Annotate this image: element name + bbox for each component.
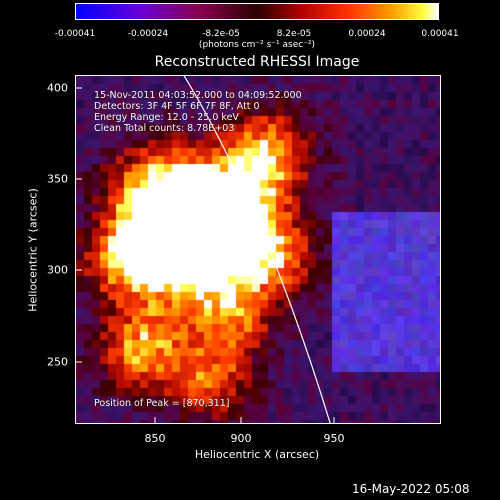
colorbar-tick-label: -8.2e-05	[202, 29, 240, 39]
colorbar-tick-label: 8.2e-05	[276, 29, 312, 39]
y-tick-label: 300	[47, 263, 68, 277]
peak-position-text: Position of Peak = [870,311]	[94, 398, 230, 409]
observation-time-text: 15-Nov-2011 04:03:52.000 to 04:09:52.000	[94, 90, 302, 101]
clean-total-counts-text: Clean Total counts: 8.78E+03	[94, 123, 235, 134]
colorbar-unit-label: (photons cm⁻² s⁻¹ asec⁻²)	[198, 40, 316, 50]
x-tick-label: 850	[144, 432, 166, 445]
colorbar-tick-label: -0.00041	[54, 29, 96, 39]
colorbar-tick-label: 0.00024	[348, 29, 386, 39]
image-title: Reconstructed RHESSI Image	[154, 54, 360, 70]
render-timestamp: 16-May-2022 05:08	[352, 482, 470, 496]
y-tick-label: 250	[47, 355, 68, 369]
y-tick-label: 400	[47, 81, 68, 95]
y-tick-label: 350	[47, 172, 68, 186]
colorbar-tick-label: -0.00024	[127, 29, 169, 39]
y-axis-label: Heliocentric Y (arcsec)	[26, 188, 40, 312]
x-axis-label: Heliocentric X (arcsec)	[194, 448, 320, 461]
x-tick-label: 900	[230, 432, 252, 445]
solar-limb-overlay	[183, 76, 331, 423]
colorbar-tick-label: 0.00041	[421, 29, 459, 39]
colorbar	[75, 3, 439, 20]
solar-limb-line	[183, 76, 331, 423]
energy-range-text: Energy Range: 12.0 - 25.0 keV	[94, 112, 239, 123]
image-plot-area: 15-Nov-2011 04:03:52.000 to 04:09:52.000…	[75, 75, 441, 424]
detectors-text: Detectors: 3F 4F 5F 6F 7F 8F, Att 0	[94, 101, 260, 112]
rhessi-heatmap-image	[76, 76, 440, 423]
x-tick-label: 950	[323, 432, 345, 445]
